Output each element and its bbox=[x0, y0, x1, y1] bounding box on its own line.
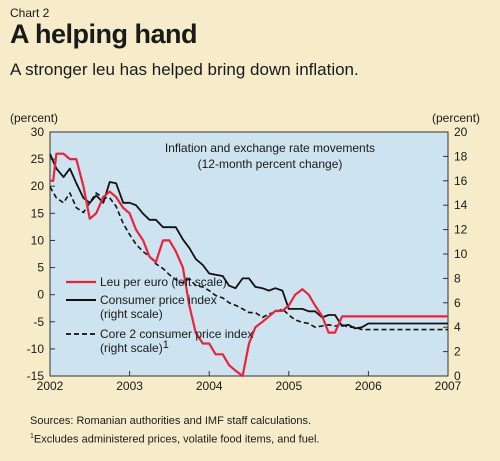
legend-core-text: (right scale) bbox=[100, 341, 163, 355]
right-tick-label: 6 bbox=[454, 296, 461, 310]
chart-headline: A helping hand bbox=[10, 19, 197, 49]
legend-core-footnote: 1 bbox=[163, 339, 169, 351]
plot-title: Inflation and exchange rate movements bbox=[165, 141, 375, 155]
left-tick-label: 20 bbox=[31, 179, 45, 193]
right-tick-label: 8 bbox=[454, 271, 461, 285]
x-tick-label: 2007 bbox=[435, 379, 462, 393]
right-tick-label: 18 bbox=[454, 149, 468, 163]
right-tick-label: 0 bbox=[454, 369, 461, 383]
left-tick-label: 25 bbox=[31, 152, 45, 166]
series-core-2-cpi bbox=[49, 186, 448, 331]
plot-area bbox=[49, 131, 449, 377]
left-tick-label: -15 bbox=[27, 369, 45, 383]
series-leu-per-euro bbox=[50, 152, 448, 378]
left-tick-label: -5 bbox=[33, 315, 44, 329]
left-tick-label: 5 bbox=[37, 261, 44, 275]
legend-label-cpi-1: Consumer price index bbox=[100, 293, 217, 307]
chart-notes: Sources: Romanian authorities and IMF st… bbox=[30, 414, 319, 448]
right-tick-label: 2 bbox=[454, 345, 461, 359]
legend-label-leu: Leu per euro (left scale) bbox=[100, 275, 227, 289]
chart-number: Chart 2 bbox=[10, 6, 50, 20]
x-tick-label: 2006 bbox=[355, 379, 382, 393]
left-tick-label: -10 bbox=[27, 342, 45, 356]
right-tick-label: 10 bbox=[454, 247, 468, 261]
right-tick-label: 12 bbox=[454, 223, 468, 237]
footnote-mark: 1 bbox=[30, 433, 34, 440]
right-tick-label: 4 bbox=[454, 320, 461, 334]
sources-note: Sources: Romanian authorities and IMF st… bbox=[30, 415, 312, 427]
left-tick-label: 0 bbox=[37, 288, 44, 302]
series-consumer-price-index bbox=[49, 153, 448, 330]
left-tick-label: 10 bbox=[31, 233, 45, 247]
x-tick-label: 2004 bbox=[196, 379, 223, 393]
legend-label-cpi-2: (right scale) bbox=[100, 307, 163, 321]
right-axis-unit: (percent) bbox=[432, 111, 480, 125]
footnote: 1Excludes administered prices, volatile … bbox=[30, 429, 319, 448]
x-tick-label: 2002 bbox=[37, 379, 64, 393]
plot-subtitle: (12-month percent change) bbox=[198, 157, 343, 171]
left-axis-unit: (percent) bbox=[10, 111, 58, 125]
legend-label-core-1: Core 2 consumer price index bbox=[100, 327, 253, 341]
legend: Leu per euro (left scale) Consumer price… bbox=[66, 275, 253, 355]
chart-subheadline: A stronger leu has helped bring down inf… bbox=[10, 60, 359, 79]
right-tick-label: 20 bbox=[454, 125, 468, 139]
left-tick-label: 15 bbox=[31, 206, 45, 220]
left-tick-label: 30 bbox=[31, 125, 45, 139]
right-tick-label: 14 bbox=[454, 198, 468, 212]
legend-label-core-2: (right scale)1 bbox=[100, 339, 169, 355]
right-tick-label: 16 bbox=[454, 174, 468, 188]
footnote-text: Excludes administered prices, volatile f… bbox=[33, 433, 320, 446]
x-tick-label: 2005 bbox=[275, 379, 302, 393]
x-tick-label: 2003 bbox=[116, 379, 143, 393]
